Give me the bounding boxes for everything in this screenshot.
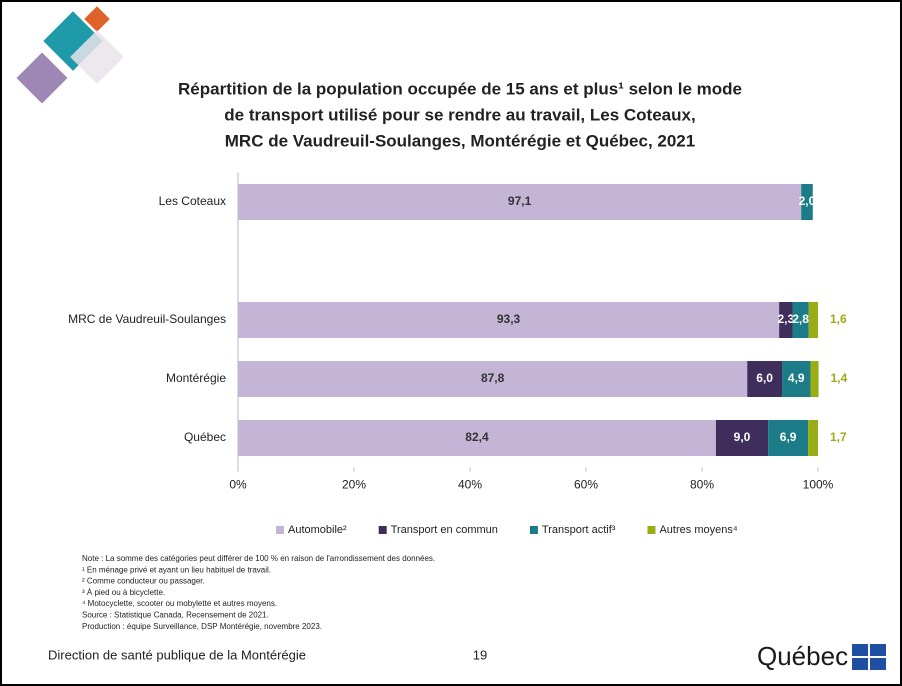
logo-flag <box>852 644 886 670</box>
value-label: 82,4 <box>465 430 489 444</box>
y-tick-label: MRC de Vaudreuil-Soulanges <box>68 312 226 326</box>
note-line: Note : La somme des catégories peut diff… <box>82 554 435 563</box>
logo-text: Québec <box>757 641 848 671</box>
value-label: 2,8 <box>792 312 809 326</box>
note-line: Source : Statistique Canada, Recensement… <box>82 611 269 620</box>
value-label: 6,9 <box>780 430 797 444</box>
legend-swatch <box>647 526 656 534</box>
x-tick-label: 60% <box>574 478 598 492</box>
value-label: 2,0 <box>799 194 816 208</box>
bar-segment <box>808 420 818 456</box>
legend-label: Automobile² <box>288 524 347 536</box>
y-tick-label: Montérégie <box>166 371 226 385</box>
x-tick-label: 0% <box>229 478 247 492</box>
value-label: 4,9 <box>788 371 805 385</box>
bar-segment <box>782 361 811 397</box>
legend-label: Transport en commun <box>391 524 498 536</box>
value-label: 9,0 <box>734 430 751 444</box>
bar-segment <box>238 184 802 220</box>
bar-segment <box>779 302 793 338</box>
value-label: 1,6 <box>830 312 847 326</box>
value-label: 87,8 <box>481 371 505 385</box>
notes: Note : La somme des catégories peut diff… <box>82 554 435 631</box>
bar-segment <box>238 302 780 338</box>
bar-segment <box>808 302 818 338</box>
bar-segment <box>747 361 783 397</box>
footer-source: Direction de santé publique de la Montér… <box>48 647 306 662</box>
chart-title: de transport utilisé pour se rendre au t… <box>224 105 695 124</box>
chart-title: MRC de Vaudreuil-Soulanges, Montérégie e… <box>225 131 695 150</box>
bar-segment <box>801 184 813 220</box>
note-line: ⁴ Motocyclette, scooter ou mobylette et … <box>82 599 277 608</box>
value-label: 1,7 <box>830 430 847 444</box>
legend-swatch <box>378 526 387 534</box>
bar-segment <box>792 302 809 338</box>
legend-label: Autres moyens⁴ <box>659 524 737 536</box>
note-line: ² Comme conducteur ou passager. <box>82 577 205 586</box>
diamond <box>84 6 110 32</box>
legend-label: Transport actif³ <box>542 524 616 536</box>
value-label: 93,3 <box>497 312 521 326</box>
bar-segment <box>238 361 748 397</box>
bar-segment <box>715 420 769 456</box>
y-tick-label: Québec <box>184 430 226 444</box>
value-label: 97,1 <box>508 194 532 208</box>
diamond <box>16 52 68 104</box>
note-line: ¹ En ménage privé et ayant un lieu habit… <box>82 565 271 574</box>
x-tick-label: 20% <box>342 478 366 492</box>
decoration <box>16 6 124 104</box>
page-number: 19 <box>473 647 487 662</box>
legend-swatch <box>276 526 284 534</box>
value-label: 6,0 <box>756 371 773 385</box>
x-tick-label: 100% <box>803 478 834 492</box>
flag-cross <box>852 656 886 658</box>
x-tick-label: 80% <box>690 478 714 492</box>
bar-segment <box>238 420 716 456</box>
x-tick-label: 40% <box>458 478 482 492</box>
bar-segment <box>810 361 819 397</box>
value-label: 1,4 <box>831 371 848 385</box>
note-line: Production : équipe Surveillance, DSP Mo… <box>82 622 322 631</box>
chart-title: Répartition de la population occupée de … <box>178 79 742 98</box>
diamond <box>70 30 124 84</box>
note-line: ³ À pied ou à bicyclette. <box>82 588 165 597</box>
y-tick-label: Les Coteaux <box>159 194 226 208</box>
bar-segment <box>768 420 809 456</box>
value-label: 2,3 <box>777 312 794 326</box>
legend-swatch <box>529 526 538 534</box>
